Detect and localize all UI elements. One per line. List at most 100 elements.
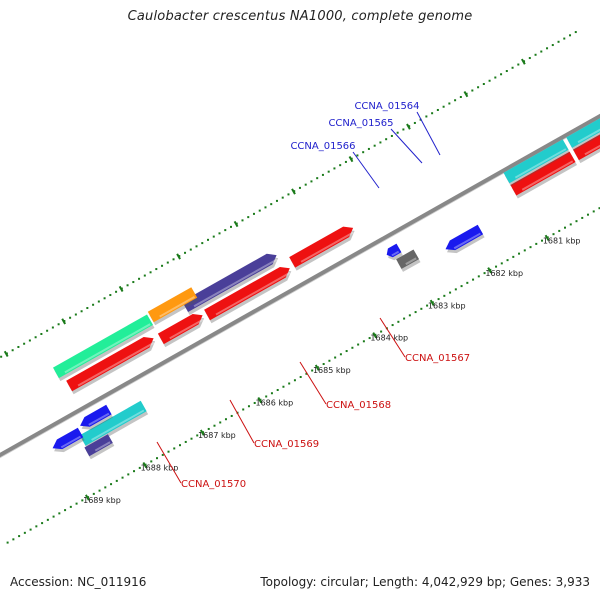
outer-minor-tick: [477, 275, 480, 278]
outer-minor-tick: [121, 476, 124, 479]
inner-minor-tick: [459, 95, 462, 98]
inner-minor-tick: [310, 180, 313, 183]
inner-minor-tick: [46, 329, 49, 332]
inner-minor-tick: [189, 248, 192, 251]
inner-major-tick: [61, 318, 67, 325]
inner-minor-tick: [40, 332, 43, 335]
gene-forward-red-2: [510, 151, 577, 199]
inner-minor-tick: [97, 300, 100, 303]
gene-ccna-01570-body: [53, 314, 153, 379]
outer-minor-tick: [552, 233, 555, 236]
outer-minor-tick: [581, 216, 584, 219]
inner-minor-tick: [264, 206, 267, 209]
inner-minor-tick: [0, 355, 3, 358]
outer-minor-tick: [305, 372, 308, 375]
gene-ccna-01567-body: [289, 226, 354, 268]
outer-minor-tick: [69, 505, 72, 508]
outer-minor-tick: [115, 479, 118, 482]
inner-minor-tick: [155, 268, 158, 271]
gene-forward-blue-2-body: [80, 404, 112, 427]
outer-minor-tick: [500, 262, 503, 265]
outer-minor-tick: [293, 379, 296, 382]
leader-line: [229, 399, 255, 444]
outer-minor-tick: [29, 528, 32, 531]
inner-minor-tick: [161, 264, 164, 267]
gene-forward-blue-3-highlight: [60, 435, 81, 449]
gene-forward-cyan-3-body: [79, 400, 147, 446]
inner-minor-tick: [321, 173, 324, 176]
outer-minor-tick: [345, 350, 348, 353]
outer-minor-tick: [288, 382, 291, 385]
outer-minor-tick: [173, 447, 176, 450]
label-leaders: [156, 111, 441, 484]
inner-minor-tick: [247, 216, 250, 219]
tick-label: 1686 kbp: [256, 399, 294, 408]
inner-major-tick: [118, 285, 124, 293]
inner-minor-tick: [218, 232, 221, 235]
outer-minor-tick: [6, 541, 9, 544]
inner-minor-tick: [287, 193, 290, 196]
outer-minor-tick: [466, 281, 469, 284]
outer-minor-tick: [558, 229, 561, 232]
inner-minor-tick: [149, 271, 152, 274]
gene-ccna-01567: [289, 226, 355, 271]
outer-minor-tick: [18, 535, 21, 538]
outer-minor-tick: [179, 444, 182, 447]
outer-major-tick: [487, 267, 492, 274]
outer-major-tick: [142, 461, 148, 469]
outer-minor-tick: [575, 220, 578, 223]
gene-ccna-01566-body: [386, 243, 402, 258]
inner-minor-tick: [184, 251, 187, 254]
outer-minor-tick: [12, 538, 15, 541]
outer-minor-tick: [242, 408, 245, 411]
outer-minor-tick: [253, 401, 256, 404]
outer-minor-tick: [592, 210, 595, 213]
leader-line: [390, 128, 423, 164]
inner-minor-tick: [143, 274, 146, 277]
inner-minor-tick: [482, 83, 485, 86]
leader-line: [299, 361, 327, 405]
outer-minor-tick: [190, 437, 193, 440]
accession-text: Accession: NC_011916: [10, 575, 147, 589]
outer-minor-tick: [156, 457, 159, 460]
outer-minor-tick: [161, 453, 164, 456]
inner-minor-tick: [471, 89, 474, 92]
outer-minor-tick: [46, 518, 49, 521]
outer-minor-tick: [224, 418, 227, 421]
gene-label: CCNA_01566: [290, 141, 355, 152]
outer-minor-tick: [564, 226, 567, 229]
outer-minor-tick: [408, 314, 411, 317]
tick-label: 1689 kbp: [83, 496, 121, 505]
outer-minor-tick: [362, 340, 365, 343]
outer-minor-tick: [184, 440, 187, 443]
label-layer: CCNA_01564 CCNA_01565 CCNA_01566 CCNA_01567…: [181, 101, 470, 490]
inner-minor-tick: [17, 345, 20, 348]
tick-label: 1687 kbp: [198, 431, 236, 440]
gene-forward-blue-3-body: [52, 427, 84, 450]
outer-minor-tick: [535, 242, 538, 245]
outer-minor-tick: [523, 249, 526, 252]
gene-ccna-01569: [147, 287, 199, 326]
outer-minor-tick: [506, 259, 509, 262]
inner-minor-tick: [92, 303, 95, 306]
gene-label: CCNA_01565: [328, 118, 393, 129]
gene-reverse-red-3-highlight: [169, 318, 204, 340]
gene-label: CCNA_01568: [326, 400, 391, 411]
outer-minor-tick: [41, 522, 44, 525]
outer-minor-tick: [58, 512, 61, 515]
outer-minor-tick: [299, 376, 302, 379]
inner-minor-tick: [74, 313, 77, 316]
outer-minor-tick: [219, 421, 222, 424]
gene-forward-cyan-1-highlight: [577, 128, 600, 144]
inner-minor-tick: [385, 138, 388, 141]
gene-forward-cyan-1: [566, 118, 600, 151]
inner-major-tick: [3, 350, 9, 357]
inner-minor-tick: [212, 235, 215, 238]
gene-forward-red-2-body: [510, 151, 576, 196]
inner-major-tick: [176, 253, 181, 260]
outer-minor-tick: [282, 385, 285, 388]
inner-minor-tick: [241, 219, 244, 222]
outer-major-tick: [429, 299, 435, 306]
inner-minor-tick: [551, 44, 554, 47]
